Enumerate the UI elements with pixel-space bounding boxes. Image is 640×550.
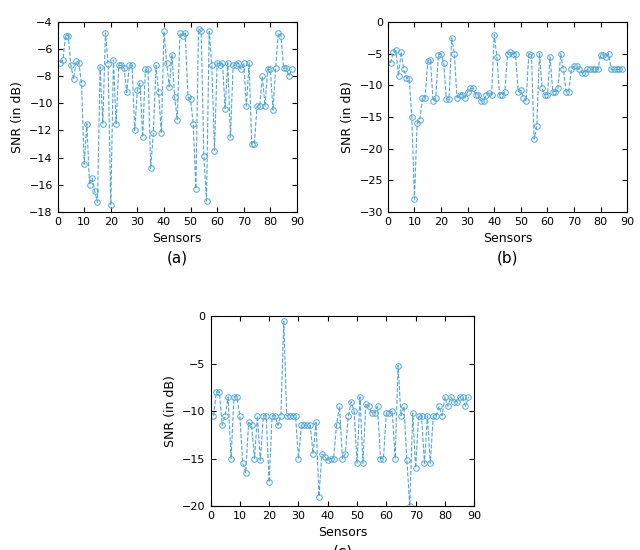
X-axis label: Sensors: Sensors	[152, 232, 202, 245]
Text: (c): (c)	[332, 544, 353, 550]
Y-axis label: SNR (in dB): SNR (in dB)	[11, 81, 24, 153]
Text: (b): (b)	[497, 250, 518, 265]
Y-axis label: SNR (in dB): SNR (in dB)	[341, 81, 354, 153]
X-axis label: Sensors: Sensors	[483, 232, 532, 245]
Text: (a): (a)	[166, 250, 188, 265]
X-axis label: Sensors: Sensors	[317, 526, 367, 540]
Y-axis label: SNR (in dB): SNR (in dB)	[164, 375, 177, 447]
